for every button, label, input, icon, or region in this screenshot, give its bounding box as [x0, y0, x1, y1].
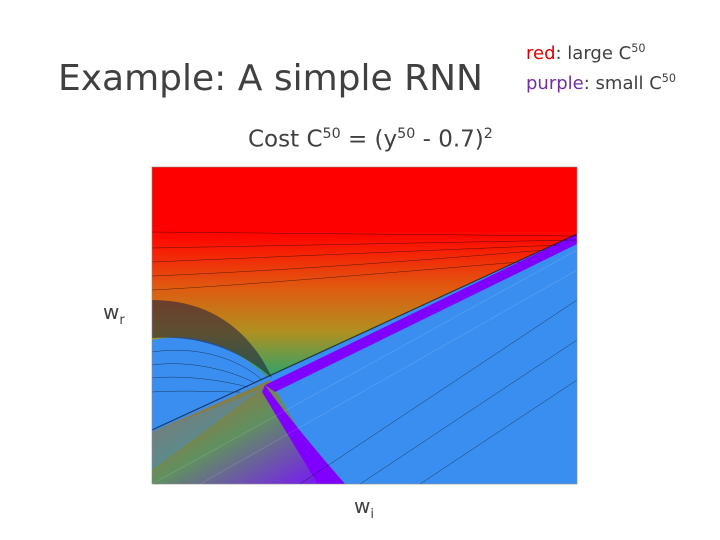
legend-sup: 50	[661, 72, 676, 85]
formula-sup: 50	[397, 126, 416, 142]
legend-item: red: large C50	[526, 36, 676, 66]
axis-main: w	[103, 300, 120, 324]
formula-sup: 50	[322, 126, 341, 142]
plot-frame	[151, 166, 578, 485]
legend-text: : small C	[583, 73, 662, 94]
y-axis-label: wr	[103, 300, 125, 328]
axis-sub: r	[119, 313, 125, 328]
formula-sup: 2	[483, 126, 493, 142]
plot-image	[152, 167, 577, 484]
legend-keyword: red	[526, 43, 556, 64]
axis-sub: i	[370, 507, 374, 522]
slide-title: Example: A simple RNN	[58, 58, 483, 99]
formula-part: - 0.7)	[415, 126, 484, 153]
legend-text: : large C	[555, 43, 632, 64]
formula-part: Cost C	[248, 126, 323, 153]
legend-item: purple: small C50	[526, 66, 676, 96]
legend-keyword: purple	[526, 73, 584, 94]
legend-sup: 50	[631, 42, 646, 55]
formula-part: = (y	[340, 126, 398, 153]
legend: red: large C50 purple: small C50	[526, 36, 676, 96]
x-axis-label: wi	[354, 494, 374, 522]
axis-main: w	[354, 494, 371, 518]
cost-formula: Cost C50 = (y50 - 0.7)2	[248, 126, 493, 153]
